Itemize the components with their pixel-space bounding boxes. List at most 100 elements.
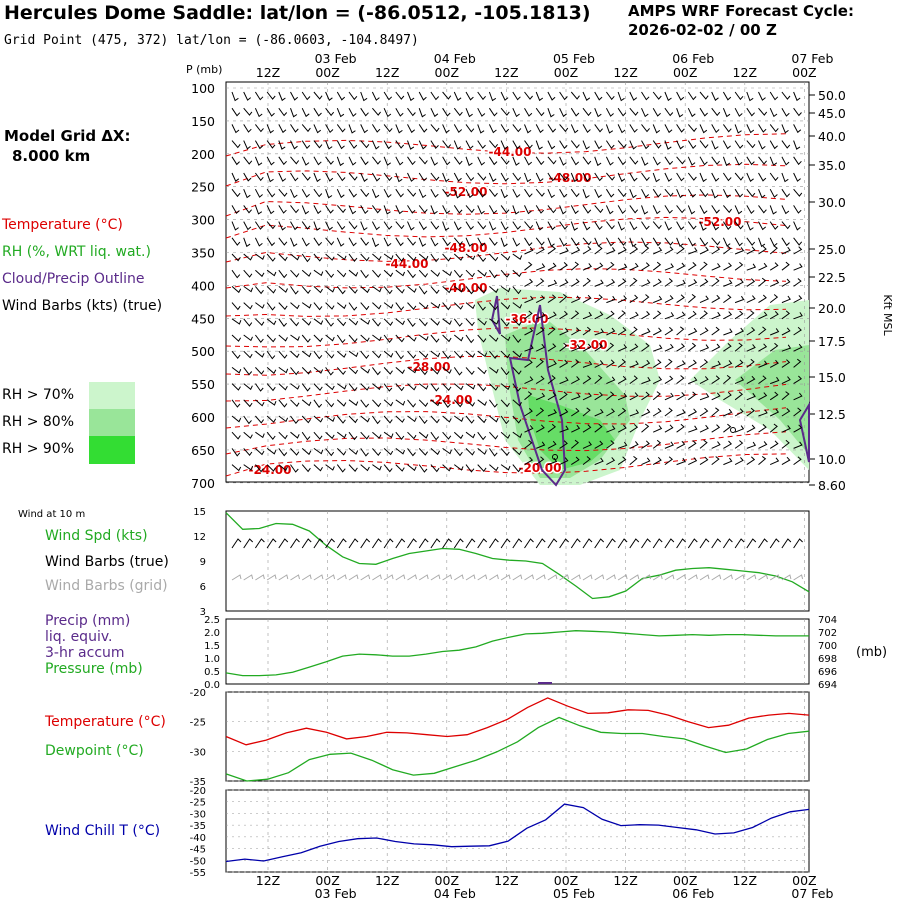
wind-barb: [348, 286, 358, 294]
wind-barb: [594, 205, 604, 214]
wind-barb: [723, 408, 733, 417]
wind-barb: [418, 464, 428, 473]
wind-barb: [793, 312, 803, 320]
wind-barb: [723, 375, 732, 384]
wind-barb: [231, 350, 241, 360]
temperature-line: [225, 697, 810, 746]
wind-barb: [746, 407, 755, 417]
wind-barb: [594, 423, 603, 433]
wind-barb: [348, 156, 357, 166]
wind-barb: [699, 172, 707, 183]
wind-barb: [746, 237, 756, 246]
wind-barb: [348, 448, 359, 455]
wind-barb: [688, 425, 698, 433]
wind-barb: [395, 350, 404, 360]
wind-barb: [360, 237, 369, 246]
wind-barb-10m-grid: [407, 574, 417, 581]
wind-barb: [372, 399, 382, 408]
wind-barb: [488, 172, 497, 182]
wind-barb: [535, 140, 543, 150]
wind-barb: [290, 318, 300, 327]
wind-barb: [266, 188, 276, 198]
wind-barb: [781, 172, 789, 183]
wind-barb: [524, 439, 533, 449]
wind-barb: [360, 334, 370, 342]
wind-barb: [547, 311, 557, 320]
wind-barb: [383, 172, 393, 182]
wind-barb: [606, 376, 616, 385]
wind-barb: [442, 318, 452, 325]
wind-barb: [594, 245, 603, 255]
wind-barb: [266, 318, 277, 326]
wind-barb: [570, 107, 580, 117]
wind-barb: [254, 107, 263, 118]
wind-barb: [243, 350, 253, 359]
wind-barb: [699, 246, 709, 255]
wind-barb: [582, 107, 592, 117]
wind-barb: [278, 431, 288, 440]
wind-barb: [477, 415, 487, 424]
wind-barb-10m: [407, 538, 417, 549]
wind-barb: [688, 359, 697, 368]
wind-barb: [536, 441, 546, 449]
dewpoint-line: [225, 716, 810, 782]
wind-barb: [535, 124, 544, 134]
wind-barb: [278, 448, 288, 457]
wind-barb: [430, 253, 440, 263]
wind-barb: [360, 221, 368, 231]
wind-barb: [360, 107, 369, 117]
wind-barb: [430, 172, 440, 181]
wind-barb: [559, 237, 568, 247]
wind-barb: [664, 237, 674, 246]
wind-barb: [582, 172, 591, 182]
wind-barb: [734, 261, 744, 271]
wind-barb: [559, 457, 569, 466]
wind-barb: [255, 124, 264, 133]
wind-barb: [617, 221, 625, 231]
wind-barb: [313, 91, 323, 100]
wind-barb: [758, 343, 768, 352]
wind-barb-10m: [535, 538, 546, 549]
wind-barb: [254, 140, 264, 150]
wind-barb: [594, 140, 603, 150]
wind-barb: [722, 124, 732, 133]
wind-barb: [664, 278, 674, 287]
wind-chill-tick-label: -40: [190, 833, 206, 844]
wind-barb: [465, 237, 474, 247]
wind-barb-10m-grid: [477, 574, 488, 581]
wind-barb: [524, 344, 534, 352]
pressure-tick-label-right: 700: [818, 641, 837, 652]
wind-barb: [395, 269, 406, 277]
wind-barb: [512, 269, 522, 278]
wind-barb: [664, 188, 674, 197]
wind-barb: [524, 188, 533, 198]
wind-barb: [758, 156, 767, 165]
wind-barb: [278, 286, 288, 293]
wind-barb: [547, 205, 557, 214]
wind-barb: [653, 295, 663, 304]
pressure-tick-label: 500: [191, 344, 215, 359]
wind-barb: [348, 237, 357, 247]
wind-barb: [243, 431, 253, 439]
wind-barb: [477, 253, 487, 263]
wind-barb: [418, 172, 428, 182]
wind-barb: [418, 221, 427, 231]
wind-barb: [664, 407, 673, 417]
wind-barb: [278, 253, 288, 262]
pressure-tick-label-right: 704: [818, 615, 837, 626]
wind-barb: [547, 124, 557, 133]
date-label-top: 07 Feb: [791, 51, 833, 66]
wind10m-barbs: [231, 538, 803, 549]
wind-barb: [571, 327, 580, 336]
wind-barb: [629, 237, 637, 248]
wind-barb: [348, 107, 357, 117]
wind-barb: [652, 172, 660, 183]
wind-barb: [453, 269, 463, 279]
wind-barb: [500, 350, 511, 359]
wind-barb: [407, 140, 415, 150]
wind-barb: [360, 431, 370, 440]
wind-barb: [676, 108, 684, 118]
wind-barb: [722, 221, 732, 230]
wind-barb: [512, 91, 521, 101]
wind-barb: [570, 156, 580, 166]
